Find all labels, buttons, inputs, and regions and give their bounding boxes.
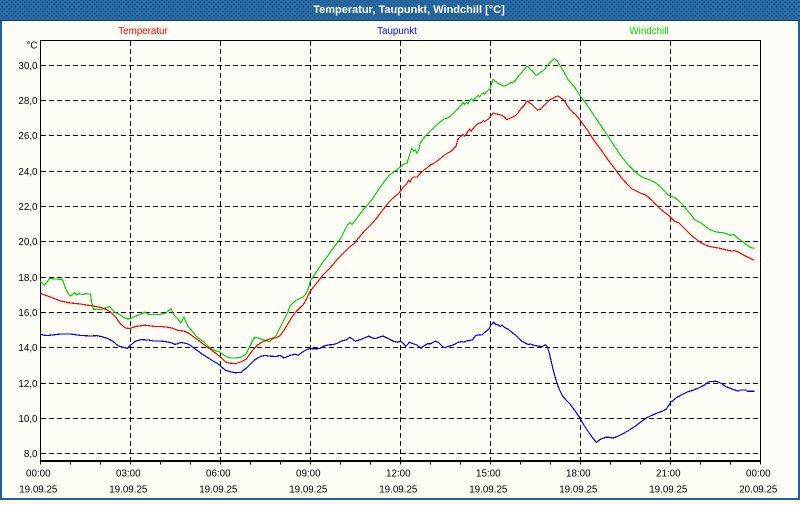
svg-text:20,0: 20,0 [18, 237, 38, 248]
svg-text:03:00: 03:00 [116, 469, 141, 480]
svg-text:19.09.25: 19.09.25 [379, 485, 418, 496]
svg-text:12:00: 12:00 [386, 469, 411, 480]
svg-text:12,0: 12,0 [18, 379, 38, 390]
svg-text:22,0: 22,0 [18, 202, 38, 213]
svg-text:00:00: 00:00 [746, 469, 771, 480]
svg-text:26,0: 26,0 [18, 131, 38, 142]
svg-text:24,0: 24,0 [18, 167, 38, 178]
svg-text:16,0: 16,0 [18, 308, 38, 319]
svg-text:Windchill: Windchill [629, 26, 668, 37]
svg-text:Taupunkt: Taupunkt [377, 26, 417, 37]
svg-text:09:00: 09:00 [296, 469, 321, 480]
svg-text:06:00: 06:00 [206, 469, 231, 480]
svg-text:19.09.25: 19.09.25 [109, 485, 148, 496]
svg-text:14,0: 14,0 [18, 343, 38, 354]
svg-text:30,0: 30,0 [18, 61, 38, 72]
svg-text:8,0: 8,0 [24, 449, 38, 460]
svg-text:19.09.25: 19.09.25 [559, 485, 598, 496]
svg-text:19.09.25: 19.09.25 [289, 485, 328, 496]
svg-text:10,0: 10,0 [18, 414, 38, 425]
svg-text:20.09.25: 20.09.25 [739, 485, 778, 496]
svg-text:°C: °C [27, 41, 38, 52]
svg-text:Temperatur: Temperatur [118, 26, 168, 37]
svg-text:15:00: 15:00 [476, 469, 501, 480]
svg-text:21:00: 21:00 [656, 469, 681, 480]
svg-text:19.09.25: 19.09.25 [469, 485, 508, 496]
svg-text:00:00: 00:00 [26, 469, 51, 480]
svg-text:19.09.25: 19.09.25 [19, 485, 58, 496]
svg-text:28,0: 28,0 [18, 96, 38, 107]
svg-text:18,0: 18,0 [18, 273, 38, 284]
svg-text:19.09.25: 19.09.25 [199, 485, 238, 496]
svg-text:19.09.25: 19.09.25 [649, 485, 688, 496]
svg-text:18:00: 18:00 [566, 469, 591, 480]
